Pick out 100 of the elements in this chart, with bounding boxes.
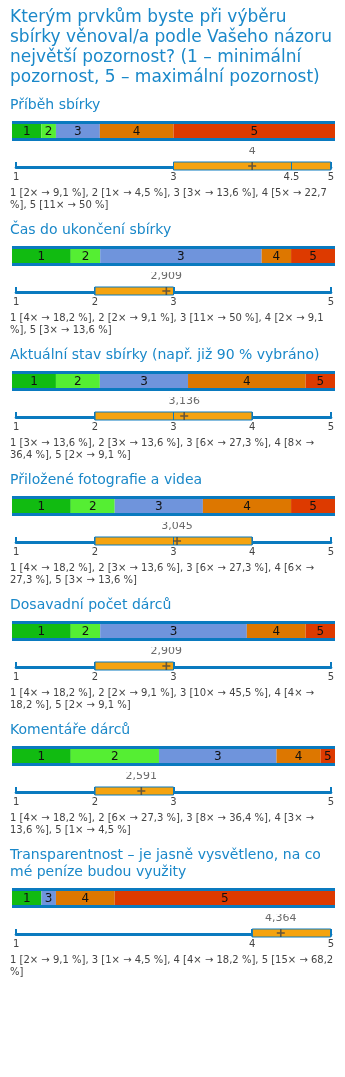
bar <box>12 499 71 513</box>
series-label: 2 <box>81 249 90 263</box>
bar <box>70 249 101 263</box>
x-tick-label: 4 <box>248 420 256 432</box>
bar <box>276 749 321 763</box>
bar <box>202 499 292 513</box>
x-tick-label: 3 <box>170 545 177 557</box>
bar <box>188 374 306 388</box>
x-tick-label: 2 <box>91 545 99 557</box>
chart-title: Přiložené fotografie a videa <box>10 471 204 488</box>
chart-subtitle: Příběh sbírky <box>10 96 102 113</box>
series-label: 3 <box>74 124 82 138</box>
chart-title: Aktuální stav sbírky (např. již 90 % vybráno) <box>10 346 321 363</box>
bar <box>100 249 262 263</box>
series-label: 2 <box>44 124 53 138</box>
bar <box>12 124 42 138</box>
text: 1 [4× → 18,2 %], 2 [3× → 13,6 %], 3 [6× → 27,3 %], 4 [6× → 27,3 %], 5 [3× → 13,6 %] <box>10 562 316 586</box>
series-label: 4 <box>81 891 90 905</box>
series-label: 5 <box>323 749 332 763</box>
series-label: 3 <box>44 891 53 905</box>
series-label: 1 <box>30 374 38 388</box>
x-tick-label: 1 <box>12 937 20 949</box>
text: 1 [2× → 9,1 %], 3 [1× → 4,5 %], 4 [4× → 18,2 %], 5 [15× → 68,2 %] <box>10 954 335 978</box>
series-label: 3 <box>169 624 178 638</box>
series-label: 1 <box>37 624 46 638</box>
bar <box>12 749 71 763</box>
bar <box>173 124 335 138</box>
series-label: 1 <box>37 249 46 263</box>
text: 1 [4× → 18,2 %], 2 [2× → 9,1 %], 3 [11× → 50 %], 4 [2× → 9,1 %], 5 [3× → 13,6 %] <box>10 312 325 336</box>
bar <box>12 891 42 905</box>
x-tick-label: 2 <box>91 670 99 682</box>
x-tick-label: 1 <box>12 295 20 307</box>
bar <box>55 374 100 388</box>
bar <box>12 374 56 388</box>
x-tick-label: 4.5 <box>283 170 300 182</box>
x-tick-label: 1 <box>12 545 20 557</box>
series-label: 1 <box>22 891 31 905</box>
series-label: 5 <box>309 499 317 513</box>
x-tick-label: 1 <box>12 420 20 432</box>
x-tick-label: 1 <box>12 670 20 682</box>
text: 1 [4× → 18,2 %], 2 [6× → 27,3 %], 3 [8× → 36,4 %], 4 [3× → 13,6 %], 5 [1× → 4,5 %] <box>10 812 316 836</box>
x-tick-label: 3 <box>170 170 177 182</box>
series-label: 4 <box>272 624 281 638</box>
bar <box>100 624 247 638</box>
x-tick-label: 4 <box>248 545 256 557</box>
bar <box>70 624 101 638</box>
series-label: 4 <box>243 499 251 513</box>
bar <box>291 499 335 513</box>
bar <box>158 749 277 763</box>
bar <box>261 249 292 263</box>
text: 1 [3× → 13,6 %], 2 [3× → 13,6 %], 3 [6× → 27,3 %], 4 [8× → 36,4 %], 5 [2× → 9,1 %] <box>10 437 316 461</box>
series-label: 1 <box>37 499 46 513</box>
x-tick-label: 5 <box>327 795 335 807</box>
series-label: 5 <box>309 249 317 263</box>
series-label: 2 <box>111 749 119 763</box>
bar <box>114 499 203 513</box>
series-label: 4 <box>132 124 141 138</box>
x-tick-label: 1 <box>12 795 20 807</box>
x-tick-label: 5 <box>327 670 335 682</box>
x-tick-label: 3 <box>170 420 177 432</box>
chart-title: Čas do ukončení sbírky <box>10 221 173 238</box>
series-label: 5 <box>250 124 259 138</box>
chart-title: Kterým prvkům byste při výběru sbírky věnoval/a podle Vašeho názoru největší pozornost? (1 – minimální pozornost, 5 – maximální pozornost) <box>10 6 333 86</box>
chart-title: Transparentnost – je jasně vysvětleno, na co mé peníze budou využity <box>10 846 322 880</box>
x-tick-label: 2 <box>91 795 99 807</box>
x-tick-label: 5 <box>327 545 335 557</box>
series-label: 2 <box>74 374 82 388</box>
x-tick-label: 3 <box>170 295 177 307</box>
x-tick-label: 3 <box>170 670 177 682</box>
bar <box>70 749 159 763</box>
text: 1 [4× → 18,2 %], 2 [2× → 9,1 %], 3 [10× → 45,5 %], 4 [4× → 18,2 %], 5 [2× → 9,1 %] <box>10 687 316 711</box>
x-tick-label: 2 <box>91 420 99 432</box>
bar <box>246 624 306 638</box>
chart-title: Dosavadní počet dárců <box>10 596 173 613</box>
bar <box>99 374 189 388</box>
series-label: 3 <box>154 499 163 513</box>
bar <box>12 249 71 263</box>
series-label: 3 <box>140 374 148 388</box>
bar <box>99 124 174 138</box>
bar <box>55 891 115 905</box>
series-label: 1 <box>37 749 46 763</box>
bar <box>70 499 115 513</box>
series-label: 5 <box>221 891 229 905</box>
x-tick-label: 1 <box>12 170 20 182</box>
series-label: 3 <box>177 249 185 263</box>
series-label: 4 <box>272 249 281 263</box>
series-label: 1 <box>22 124 31 138</box>
bar <box>114 891 335 905</box>
series-label: 2 <box>88 499 97 513</box>
series-label: 2 <box>81 624 90 638</box>
bar <box>12 624 71 638</box>
series-label: 4 <box>243 374 251 388</box>
x-tick-label: 4 <box>248 937 256 949</box>
text: 1 [2× → 9,1 %], 2 [1× → 4,5 %], 3 [3× → 13,6 %], 4 [5× → 22,7 %], 5 [11× → 50 %] <box>10 187 328 211</box>
x-tick-label: 5 <box>327 420 335 432</box>
bar <box>291 249 335 263</box>
series-label: 4 <box>294 749 303 763</box>
x-tick-label: 5 <box>327 937 335 949</box>
x-tick-label: 2 <box>91 295 99 307</box>
x-tick-label: 5 <box>327 295 335 307</box>
